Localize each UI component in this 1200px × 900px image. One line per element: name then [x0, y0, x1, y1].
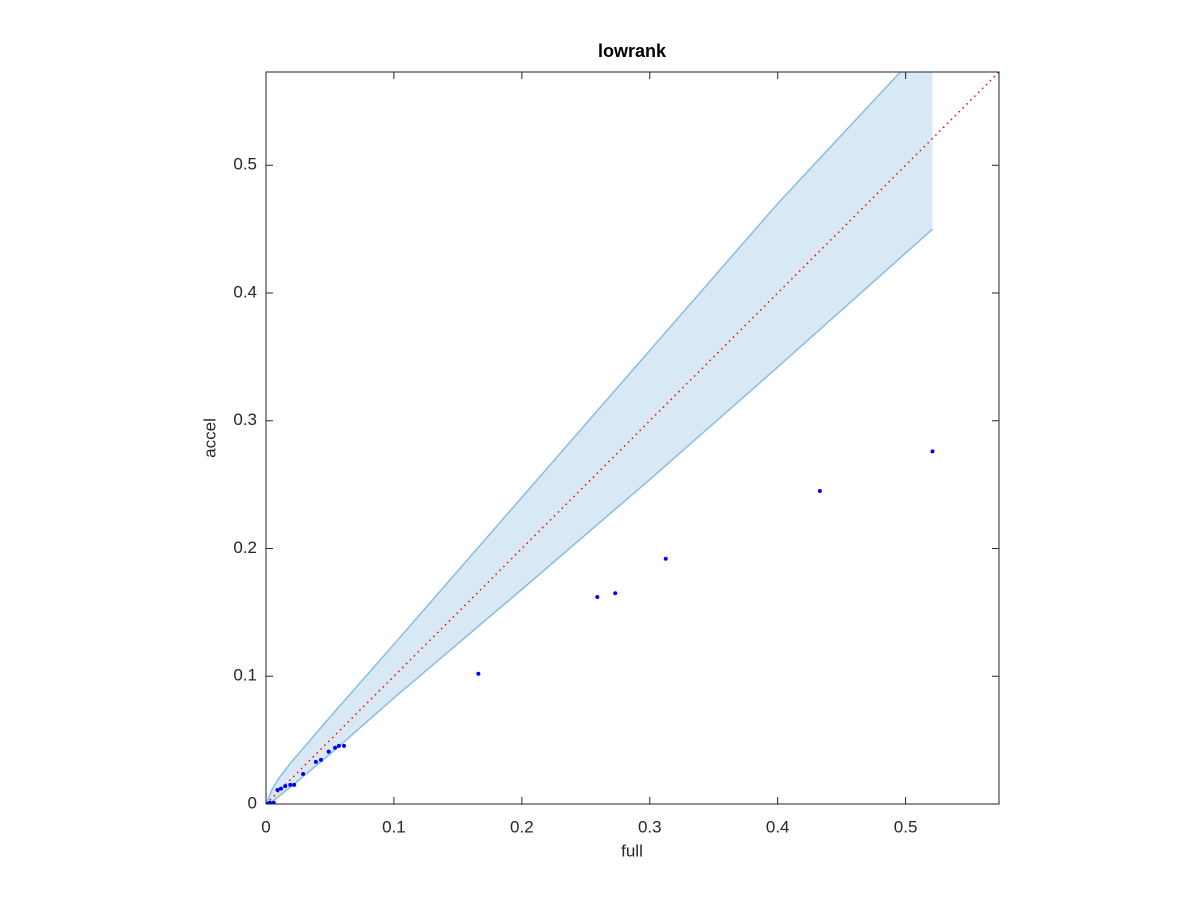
x-axis-label: full: [621, 841, 643, 860]
point: [288, 782, 293, 787]
point: [319, 757, 324, 762]
x-tick-label: 0: [261, 817, 270, 836]
point: [326, 749, 331, 754]
y-tick-label: 0.4: [233, 282, 257, 301]
chart-title: lowrank: [598, 41, 667, 61]
point: [301, 771, 306, 776]
point: [333, 745, 338, 750]
point: [817, 489, 822, 494]
point: [476, 671, 481, 676]
point: [278, 786, 283, 791]
point: [313, 759, 318, 764]
band-lower: [266, 228, 933, 804]
point: [283, 784, 288, 789]
y-tick-label: 0.3: [233, 410, 257, 429]
x-tick-label: 0.3: [638, 817, 662, 836]
y-axis-label: accel: [200, 418, 219, 458]
y-tick-label: 0: [248, 793, 257, 812]
band-upper: [266, 72, 902, 804]
point: [275, 787, 280, 792]
point: [930, 449, 935, 454]
y-tick-label: 0.5: [233, 155, 257, 174]
axes-box: [265, 71, 1000, 805]
x-tick-label: 0.1: [382, 817, 406, 836]
band-area: [266, 72, 933, 804]
reference-line: [266, 72, 999, 804]
point: [342, 743, 347, 748]
point: [271, 800, 276, 804]
axes-layer: 0 0.1 0.2 0.3 0.4 0.5 0 0.1 0.2 0.3 0.4 0.5: [233, 72, 999, 836]
point: [663, 556, 668, 561]
point: [292, 782, 297, 787]
point: [595, 595, 600, 600]
y-tick-label: 0.1: [233, 666, 257, 685]
x-tick-label: 0.4: [766, 817, 790, 836]
plot-layer: [266, 72, 999, 804]
x-tick-label: 0.2: [510, 817, 534, 836]
y-tick-label: 0.2: [233, 538, 257, 557]
point: [336, 743, 341, 748]
point: [613, 591, 618, 596]
x-tick-label: 0.5: [894, 817, 918, 836]
